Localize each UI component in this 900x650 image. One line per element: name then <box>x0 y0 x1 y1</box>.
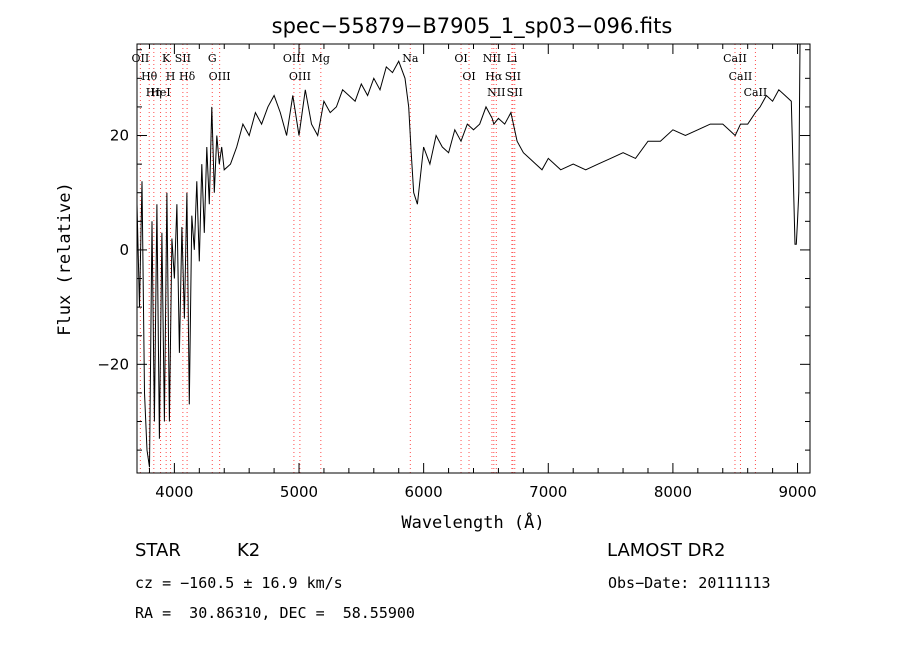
y-axis-ticks: −20 0 20 <box>97 49 810 451</box>
plot-frame <box>136 43 811 474</box>
line-marker-label: H <box>166 70 176 83</box>
y-tick-label: 20 <box>110 127 129 145</box>
object-subclass: K2 <box>237 540 261 561</box>
x-axis-ticks: 4000 5000 6000 7000 8000 9000 <box>148 44 817 501</box>
line-marker-label: OIII <box>283 52 305 65</box>
line-marker-label: OIII <box>209 70 231 83</box>
line-marker-label: SII <box>507 86 523 99</box>
line-marker-label: CaII <box>723 52 747 65</box>
line-marker-label: Hη <box>146 86 162 99</box>
line-marker-label: SII <box>505 70 521 83</box>
x-axis-label: Wavelength (Å) <box>401 511 544 533</box>
x-tick-label: 9000 <box>778 483 816 501</box>
y-tick-label: −20 <box>97 355 129 373</box>
line-marker-label: HeI <box>150 86 170 99</box>
line-marker-label: OIII <box>289 70 311 83</box>
line-marker-label: CaII <box>744 86 768 99</box>
x-tick-label: 6000 <box>405 483 443 501</box>
x-tick-label: 5000 <box>280 483 318 501</box>
line-marker-label: Hδ <box>179 70 196 83</box>
line-marker-label: Li <box>506 52 517 65</box>
line-marker-label: OII <box>132 52 150 65</box>
redshift-text: cz = −160.5 ± 16.9 km/s <box>135 574 343 592</box>
line-marker-label: Mg <box>312 52 330 65</box>
chart-title: spec−55879−B7905_1_sp03−096.fits <box>272 14 673 39</box>
line-marker-label: Hα <box>485 70 503 83</box>
y-tick-label: 0 <box>119 241 129 259</box>
line-markers <box>139 44 756 473</box>
object-class: STAR <box>135 540 181 561</box>
line-marker-label: Hθ <box>141 70 158 83</box>
spectrum-line <box>136 43 801 468</box>
line-marker-label: NII <box>487 86 505 99</box>
x-tick-label: 8000 <box>654 483 692 501</box>
line-marker-label: Na <box>402 52 419 65</box>
line-marker-label: K <box>162 52 171 65</box>
line-marker-label: CaII <box>729 70 753 83</box>
coordinates-text: RA = 30.86310, DEC = 58.55900 <box>135 604 415 622</box>
line-marker-label: OI <box>462 70 475 83</box>
y-axis-label: Flux (relative) <box>55 182 75 336</box>
survey-name: LAMOST DR2 <box>607 540 726 561</box>
line-marker-label: G <box>208 52 217 65</box>
x-tick-label: 7000 <box>529 483 567 501</box>
line-marker-label: OI <box>454 52 467 65</box>
line-marker-label: SII <box>175 52 191 65</box>
obs-date-text: Obs−Date: 20111113 <box>608 574 771 592</box>
line-marker-label: NII <box>483 52 501 65</box>
x-tick-label: 4000 <box>155 483 193 501</box>
